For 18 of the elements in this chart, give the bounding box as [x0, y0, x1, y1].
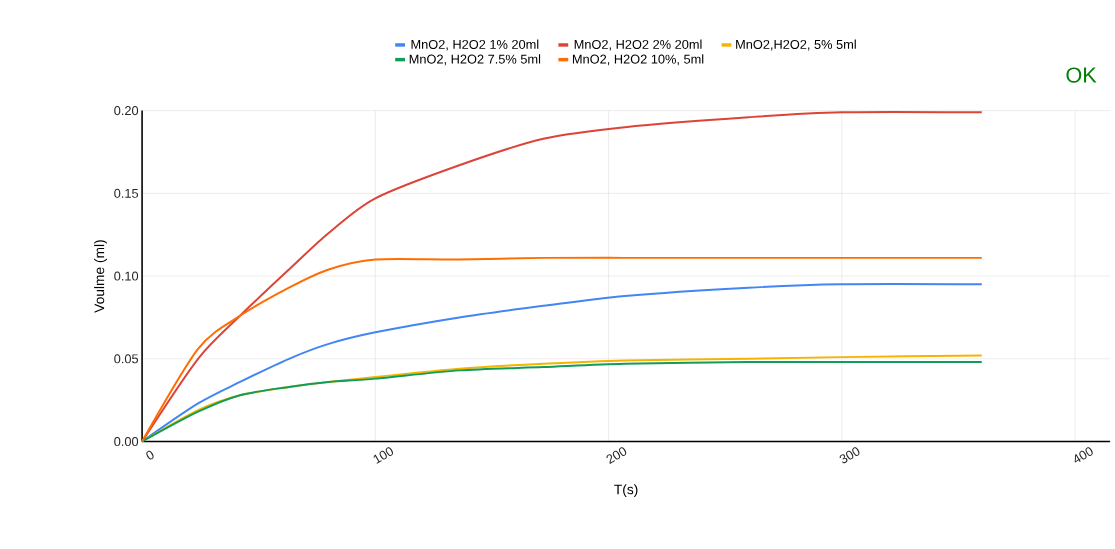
x-tick-label: 200 — [606, 447, 627, 464]
x-tick-label: 300 — [839, 447, 860, 464]
y-tick-label: 0.20 — [114, 106, 139, 116]
legend-label: MnO2, H2O2 10%, 5ml — [572, 54, 704, 66]
y-tick-label: 0.10 — [114, 271, 139, 281]
legend-label: MnO2, H2O2 2% 20ml — [574, 39, 702, 51]
y-tick-label: 0.15 — [114, 188, 139, 198]
legend-label: MnO2, H2O2 1% 20ml — [411, 39, 539, 51]
y-axis-title: Voulme (ml) — [94, 240, 107, 313]
y-tick-label: 0.00 — [114, 436, 139, 446]
text: OK — [1066, 67, 1097, 83]
x-tick-label: 0 — [146, 450, 154, 460]
x-tick-label: 400 — [1074, 447, 1093, 463]
y-tick-label: 0.05 — [114, 354, 139, 364]
x-axis-title: T(s) — [614, 484, 638, 497]
legend-label: MnO2, H2O2 7.5% 5ml — [409, 54, 541, 66]
x-tick-label: 100 — [373, 447, 394, 464]
legend-label: MnO2,H2O2, 5% 5ml — [736, 39, 856, 51]
